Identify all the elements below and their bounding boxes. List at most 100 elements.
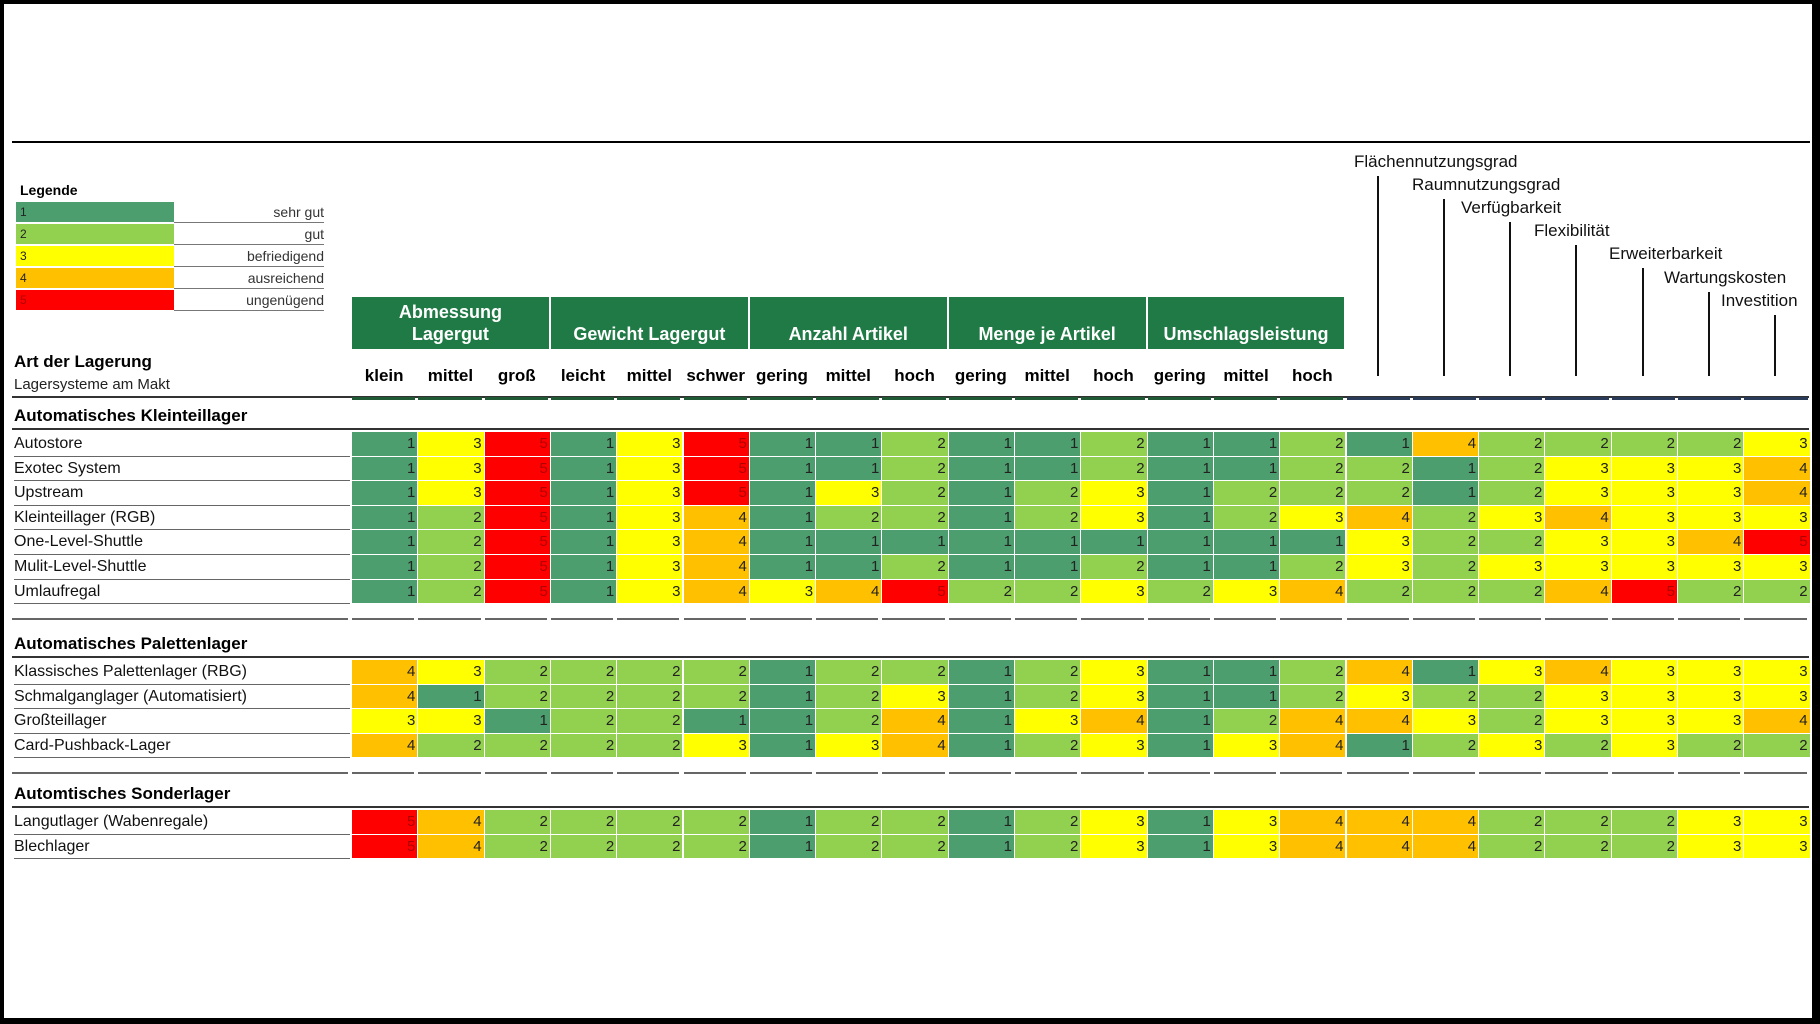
rating-cell: 1	[749, 456, 817, 482]
rating-cell: 2	[816, 810, 883, 835]
rating-cell: 2	[1611, 834, 1678, 860]
rating-cell: 1	[816, 432, 883, 457]
rating-cell: 2	[1213, 481, 1281, 506]
section-gap-line	[1346, 618, 1409, 621]
rating-cell: 5	[484, 530, 551, 555]
rating-cell: 1	[816, 555, 883, 580]
rating-cell: 3	[418, 456, 485, 482]
sub-header: klein	[364, 366, 404, 385]
section-gap-line	[1346, 772, 1409, 775]
rating-cell: 2	[882, 432, 949, 457]
sub-header: schwer	[686, 366, 745, 385]
row-label: Langutlager (Wabenregale)	[14, 810, 350, 835]
rating-cell: 3	[1678, 660, 1745, 685]
rating-cell: 4	[882, 709, 949, 734]
rating-cell: 2	[1412, 530, 1480, 555]
rating-cell: 1	[550, 481, 618, 506]
rating-cell: 1	[1015, 456, 1082, 482]
rating-cell: 2	[617, 733, 684, 759]
rating-cell: 2	[484, 733, 551, 759]
section-gap-line	[484, 618, 547, 621]
rating-cell: 1	[1015, 555, 1082, 580]
rating-cell: 4	[1280, 579, 1347, 605]
rating-cell: 2	[1412, 684, 1480, 710]
sub-header-line	[683, 397, 747, 400]
rating-cell: 2	[617, 660, 684, 685]
rating-cell: 1	[749, 733, 817, 759]
rating-cell: 1	[948, 810, 1015, 835]
rating-cell: 1	[1213, 684, 1281, 710]
rating-cell: 1	[749, 505, 817, 531]
rating-cell: 3	[1678, 810, 1745, 835]
rating-cell: 1	[1081, 530, 1148, 555]
rating-cell: 3	[1545, 481, 1612, 506]
section-gap-line	[1213, 772, 1277, 775]
section-gap-line	[683, 618, 746, 621]
rating-cell: 2	[617, 684, 684, 710]
rating-cell: 4	[683, 505, 750, 531]
rating-cell: 4	[1346, 834, 1413, 860]
rating-cell: 2	[1479, 810, 1546, 835]
rating-cell: 2	[418, 530, 485, 555]
section-gap-line	[12, 772, 348, 775]
rating-cell: 4	[1545, 505, 1612, 531]
criteria-label: Investition	[1721, 291, 1798, 310]
rating-cell: 2	[1678, 579, 1745, 605]
rating-cell: 3	[617, 456, 684, 482]
rating-cell: 4	[352, 684, 419, 710]
rating-cell: 4	[1744, 456, 1811, 482]
group-header-0: Abmessung Lagergut	[352, 297, 549, 349]
rating-cell: 2	[1015, 834, 1082, 860]
sub-header: mittel	[1223, 366, 1269, 385]
section-gap-line	[882, 772, 945, 775]
rating-cell: 4	[683, 555, 750, 580]
rating-cell: 3	[1611, 505, 1678, 531]
rating-cell: 3	[617, 505, 684, 531]
rating-cell: 2	[1545, 834, 1612, 860]
rating-cell: 4	[1346, 505, 1413, 531]
sub-header: hoch	[1093, 366, 1134, 385]
rating-cell: 1	[816, 530, 883, 555]
rating-cell: 1	[749, 660, 817, 685]
rating-cell: 2	[550, 709, 618, 734]
rating-cell: 3	[1678, 555, 1745, 580]
rating-cell: 3	[1678, 684, 1745, 710]
section-gap-line	[418, 618, 481, 621]
rating-cell: 5	[1744, 530, 1811, 555]
rating-cell: 5	[484, 579, 551, 605]
rating-cell: 3	[617, 432, 684, 457]
rating-cell: 2	[1015, 481, 1082, 506]
rating-cell: 4	[1744, 709, 1811, 734]
rating-cell: 2	[1479, 709, 1546, 734]
section-gap-line	[1147, 772, 1210, 775]
rating-cell: 1	[749, 834, 817, 860]
criteria-label: Flächennutzungsgrad	[1354, 152, 1518, 171]
rating-cell: 4	[1412, 432, 1480, 457]
rating-cell: 2	[816, 834, 883, 860]
rating-cell: 5	[683, 432, 750, 457]
rating-cell: 3	[1213, 834, 1281, 860]
rating-cell: 2	[1479, 481, 1546, 506]
section-gap-line	[1081, 772, 1144, 775]
sub-header: mittel	[825, 366, 871, 385]
rating-cell: 3	[418, 432, 485, 457]
section-gap-line	[1015, 618, 1078, 621]
rating-cell: 4	[418, 810, 485, 835]
section-gap-line	[352, 618, 415, 621]
sub-header-line	[1213, 397, 1278, 400]
rating-cell: 1	[1213, 530, 1281, 555]
rating-cell: 2	[484, 684, 551, 710]
rating-cell: 3	[1346, 530, 1413, 555]
rating-cell: 4	[1346, 709, 1413, 734]
rating-cell: 3	[1213, 810, 1281, 835]
sub-header-line	[749, 397, 814, 400]
legend-label: ungenügend	[174, 290, 324, 311]
rating-cell: 2	[882, 834, 949, 860]
rating-cell: 3	[1611, 456, 1678, 482]
rating-cell: 2	[418, 505, 485, 531]
legend-label: sehr gut	[174, 202, 324, 223]
rating-cell: 2	[1678, 432, 1745, 457]
top-border-line	[12, 141, 1810, 143]
section-gap-line	[816, 772, 879, 775]
rating-cell: 2	[1412, 733, 1480, 759]
